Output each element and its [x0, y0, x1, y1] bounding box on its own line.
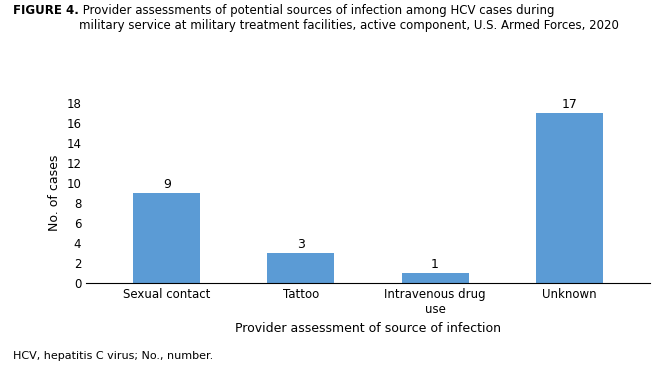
Text: HCV, hepatitis C virus; No., number.: HCV, hepatitis C virus; No., number.: [13, 351, 213, 361]
Text: 3: 3: [297, 238, 305, 251]
Text: Provider assessments of potential sources of infection among HCV cases during
mi: Provider assessments of potential source…: [79, 4, 619, 32]
Bar: [402, 273, 469, 283]
Text: 1: 1: [431, 258, 439, 271]
Text: FIGURE 4.: FIGURE 4.: [13, 4, 79, 17]
Bar: [133, 193, 200, 283]
X-axis label: Provider assessment of source of infection: Provider assessment of source of infecti…: [235, 322, 501, 335]
Bar: [267, 253, 334, 283]
Text: 9: 9: [162, 178, 170, 191]
Y-axis label: No. of cases: No. of cases: [48, 155, 61, 231]
Bar: [536, 113, 603, 283]
Text: 17: 17: [562, 98, 577, 111]
